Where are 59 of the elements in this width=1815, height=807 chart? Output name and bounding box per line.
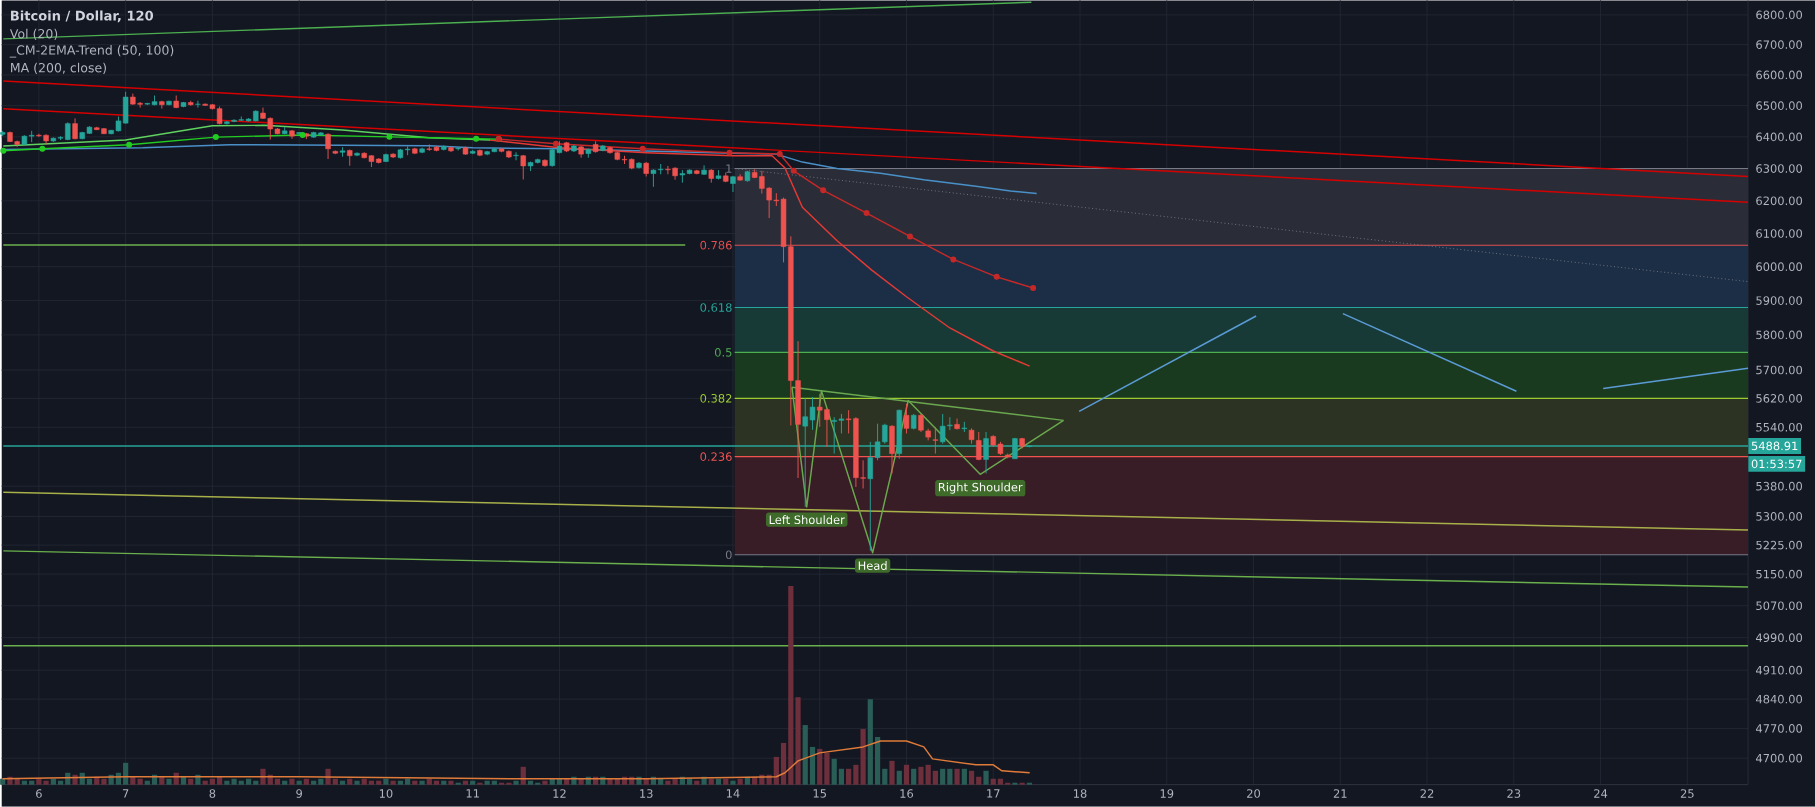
y-tick-label: 5540.00 bbox=[1756, 423, 1803, 432]
annotation: 1 bbox=[726, 164, 732, 173]
x-tick-label: 14 bbox=[726, 789, 740, 798]
y-tick-label: 4840.00 bbox=[1755, 694, 1803, 704]
x-tick-label: 20 bbox=[1247, 789, 1261, 799]
x-tick-label: 17 bbox=[987, 789, 1000, 798]
y-tick-label: 4990.00 bbox=[1755, 633, 1803, 643]
y-tick-label: 5700.00 bbox=[1756, 365, 1803, 375]
x-tick-label: 23 bbox=[1507, 789, 1521, 799]
annotation: Head bbox=[858, 561, 887, 571]
annotation: 0 bbox=[725, 550, 732, 560]
annotation: 0.786 bbox=[700, 241, 732, 250]
x-tick-label: 25 bbox=[1680, 789, 1694, 799]
x-tick-label: 8 bbox=[209, 789, 216, 799]
y-tick-label: 5300.00 bbox=[1756, 512, 1803, 521]
y-tick-label: 6700.00 bbox=[1756, 40, 1803, 50]
x-tick-label: 21 bbox=[1333, 789, 1347, 798]
annotation: MA (200, close) bbox=[11, 62, 106, 75]
y-tick-label: 5150.00 bbox=[1756, 569, 1803, 579]
x-tick-label: 12 bbox=[553, 789, 566, 798]
annotation: _CM-2EMA-Trend (50, 100) bbox=[9, 45, 174, 58]
y-tick-label: 4770.00 bbox=[1755, 724, 1803, 733]
y-tick-label: 5070.00 bbox=[1756, 601, 1803, 611]
y-tick-label: 6200.00 bbox=[1756, 196, 1803, 206]
x-tick-label: 19 bbox=[1160, 789, 1174, 799]
x-tick-label: 9 bbox=[296, 789, 302, 799]
y-tick-label: 6500.00 bbox=[1756, 101, 1803, 111]
y-tick-label: 5900.00 bbox=[1756, 296, 1803, 306]
annotation: 0.382 bbox=[700, 394, 732, 403]
x-tick-label: 16 bbox=[900, 789, 914, 799]
y-tick-label: 4910.00 bbox=[1755, 666, 1803, 675]
y-tick-label: 6800.00 bbox=[1756, 10, 1803, 20]
x-tick-label: 24 bbox=[1594, 789, 1608, 798]
annotation: 0.618 bbox=[700, 303, 732, 312]
y-tick-label: 6600.00 bbox=[1756, 70, 1803, 80]
y-tick-label: 4700.00 bbox=[1755, 754, 1803, 763]
annotation: Right Shoulder bbox=[938, 482, 1023, 494]
x-tick-label: 10 bbox=[379, 789, 393, 799]
text: Bitcoin / Dollar, 120 bbox=[11, 10, 154, 23]
x-tick-label: 15 bbox=[813, 789, 827, 798]
y-tick-label: 6400.00 bbox=[1756, 132, 1803, 142]
x-tick-label: 13 bbox=[640, 789, 653, 799]
annotation: 5488.91 bbox=[1751, 441, 1798, 451]
annotation: 01:53:57 bbox=[1751, 459, 1802, 469]
y-tick-label: 5800.00 bbox=[1756, 330, 1803, 340]
y-tick-label: 6100.00 bbox=[1756, 229, 1803, 238]
x-tick-label: 11 bbox=[466, 789, 479, 798]
x-tick-label: 7 bbox=[122, 789, 129, 798]
annotation: 0.236 bbox=[700, 452, 732, 462]
annotation: Left Shoulder bbox=[769, 515, 845, 525]
y-tick-label: 6300.00 bbox=[1756, 164, 1803, 174]
y-tick-label: 5620.00 bbox=[1756, 394, 1803, 403]
y-tick-label: 6000.00 bbox=[1756, 262, 1803, 272]
x-tick-label: 18 bbox=[1073, 789, 1087, 799]
x-tick-label: 22 bbox=[1420, 789, 1434, 798]
annotation: 0.5 bbox=[714, 348, 732, 357]
y-tick-label: 5225.00 bbox=[1756, 540, 1803, 550]
x-tick-label: 6 bbox=[36, 789, 42, 799]
y-tick-label: 5380.00 bbox=[1756, 482, 1803, 491]
